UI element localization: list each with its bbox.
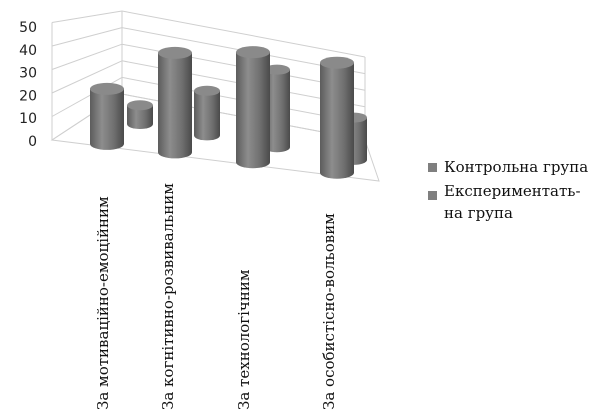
bar (158, 52, 192, 159)
x-tick-label: За мотиваційно-емоційним (94, 196, 112, 410)
legend-label: Контрольна група (444, 158, 588, 176)
legend-label: на група (444, 204, 513, 222)
bar-top (90, 82, 124, 95)
legend-label: Експериментать- (444, 182, 581, 200)
bar-top (236, 46, 270, 59)
y-tick-label: 20 (19, 88, 37, 104)
side-gridline (51, 27, 123, 47)
bar (236, 52, 270, 169)
x-tick-label: За технологічним (235, 269, 253, 410)
side-gridline (51, 43, 123, 70)
bar (90, 88, 124, 150)
gridline (121, 10, 366, 58)
side-gridline (51, 10, 123, 23)
bar-top (158, 46, 192, 59)
bar-top (194, 85, 220, 96)
bar (264, 69, 290, 153)
x-tick-label: За когнітивно-розвивальним (159, 183, 177, 410)
y-tick-label: 40 (19, 43, 37, 59)
legend: Контрольна група Експериментать-на група (428, 158, 588, 222)
bar-top (320, 56, 354, 69)
bar-top (264, 64, 290, 75)
bars (90, 46, 367, 179)
tick-labels: 0 10 20 30 40 50 За мотиваційно-емоційним За ко… (19, 20, 338, 410)
legend-swatch (428, 191, 437, 200)
side-gridline (51, 60, 123, 94)
bar (320, 62, 354, 179)
y-tick-label: 0 (28, 134, 37, 150)
bar (127, 105, 153, 130)
y-tick-label: 30 (19, 66, 37, 82)
bar (194, 90, 220, 141)
x-tick-label: За особистісно-вольовим (320, 213, 338, 410)
y-tick-label: 10 (19, 111, 37, 127)
y-tick-label: 50 (19, 20, 37, 36)
bar-top (127, 100, 153, 111)
legend-swatch (428, 163, 437, 172)
